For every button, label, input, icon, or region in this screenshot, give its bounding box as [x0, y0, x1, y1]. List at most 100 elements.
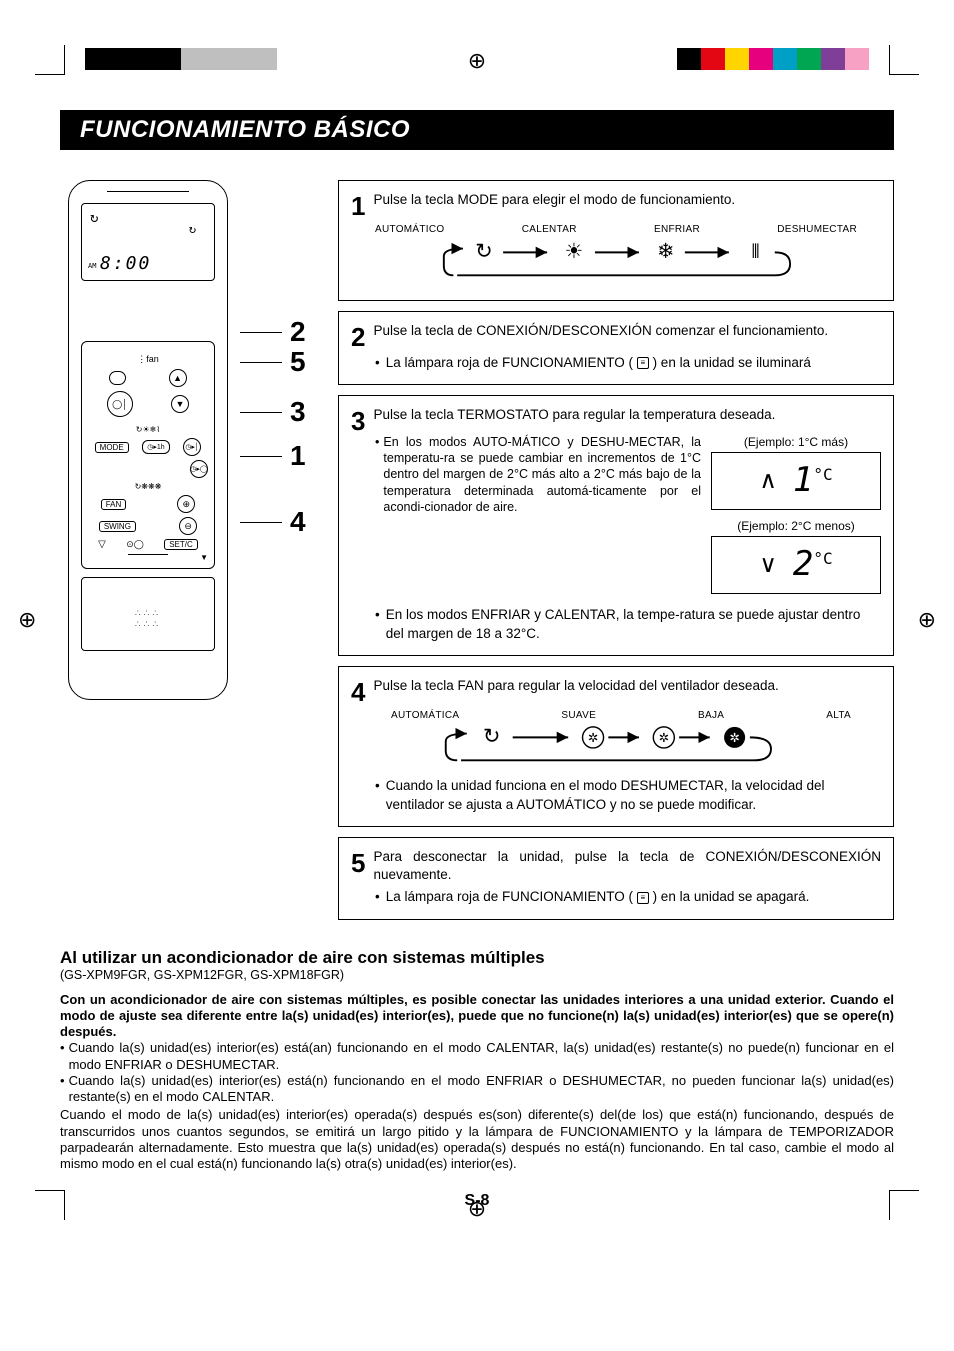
fan-indicator-icon: ⋮fan [137, 354, 159, 365]
step-1-text: Pulse la tecla MODE para elegir el modo … [373, 191, 881, 219]
multi-bullet-1: •Cuando la(s) unidad(es) interior(es) es… [60, 1040, 894, 1073]
content: FUNCIONAMIENTO BÁSICO ↻ ↻ AM 8:00 [60, 110, 894, 1210]
svg-text:⦀: ⦀ [751, 242, 759, 263]
step-1-num: 1 [351, 193, 365, 219]
swing-button: SWING [99, 521, 136, 532]
chevron-up-icon: ∧ [759, 465, 777, 497]
step-2-bullet: • La lámpara roja de FUNCIONAMIENTO ( ≡ … [375, 354, 881, 372]
main-columns: ↻ ↻ AM 8:00 ⋮fan ▲ [60, 180, 894, 930]
minus-button: ⊖ [179, 517, 197, 535]
step-2-num: 2 [351, 324, 365, 350]
timer-1h-button: ◷▸1h [142, 440, 170, 454]
mode-icons: ↻☀❄⌇ [136, 425, 160, 434]
mode-labels: AUTOMÁTICO CALENTAR ENFRIAR DESHUMECTAR [375, 223, 857, 237]
remote-outline: ↻ ↻ AM 8:00 ⋮fan ▲ [68, 180, 228, 700]
registration-mark-icon: ⊕ [468, 48, 486, 74]
step-5-box: 5 Para desconectar la unidad, pulse la t… [338, 837, 894, 920]
set-button: SET/C [164, 539, 198, 550]
crop-mark [35, 1190, 65, 1220]
fan-low-label: BAJA [698, 709, 724, 723]
temp-up-button: ▲ [169, 369, 187, 387]
lamp-icon: ≡ [637, 357, 649, 369]
auto-icon: ↻ [90, 210, 98, 226]
registration-mark-icon: ⊕ [918, 607, 936, 633]
callout-5: 5 [290, 346, 306, 378]
step-4-box: 4 Pulse la tecla FAN para regular la vel… [338, 666, 894, 827]
plus-button: ⊕ [177, 495, 195, 513]
step-4-num: 4 [351, 679, 365, 705]
time-display: 8:00 [100, 253, 151, 274]
mode-cool-label: ENFRIAR [654, 223, 700, 237]
remote-column: ↻ ↻ AM 8:00 ⋮fan ▲ [60, 180, 320, 700]
step-5-num: 5 [351, 850, 365, 884]
color-bar [85, 48, 277, 70]
step-2-box: 2 Pulse la tecla de CONEXIÓN/DESCONEXIÓN… [338, 311, 894, 385]
registration-mark-icon: ⊕ [18, 607, 36, 633]
callout-3: 3 [290, 396, 306, 428]
step-5-text: Para desconectar la unidad, pulse la tec… [373, 848, 881, 884]
mode-auto-label: AUTOMÁTICO [375, 223, 444, 237]
step-4-text: Pulse la tecla FAN para regular la veloc… [373, 677, 881, 705]
step-4-bullet: • Cuando la unidad funciona en el modo D… [375, 777, 881, 813]
remote-screen: ↻ ↻ AM 8:00 [81, 203, 215, 281]
multi-system-intro: Con un acondicionador de aire con sistem… [60, 992, 894, 1041]
crop-mark [889, 1190, 919, 1220]
step-3-detail: •En los modos AUTO-MÁTICO y DESHU-MECTAR… [375, 434, 701, 515]
deg-unit: °C [813, 464, 832, 486]
svg-text:↻: ↻ [483, 725, 501, 748]
swing-icon: ▽ [98, 539, 106, 550]
step-3-text: Pulse la tecla TERMOSTATO para regular l… [373, 406, 881, 434]
mode-dry-label: DESHUMECTAR [777, 223, 857, 237]
fan-speed-pill [109, 371, 126, 385]
model-numbers: (GS-XPM9FGR, GS-XPM12FGR, GS-XPM18FGR) [60, 968, 894, 982]
example-2-value: 2 [793, 542, 813, 588]
svg-text:❄: ❄ [657, 240, 675, 263]
fan-speed-labels: AUTOMÁTICA SUAVE BAJA ALTA [391, 709, 851, 723]
remote-button-panel: ⋮fan ▲ ◯│ ▼ ↻☀❄⌇ [81, 341, 215, 569]
callout-4: 4 [290, 506, 306, 538]
step-3-bullet1: En los modos AUTO-MÁTICO y DESHU-MECTAR,… [383, 434, 701, 515]
mode-button: MODE [95, 442, 129, 453]
step-1-box: 1 Pulse la tecla MODE para elegir el mod… [338, 180, 894, 301]
page-title: FUNCIONAMIENTO BÁSICO [60, 110, 894, 150]
svg-text:✲: ✲ [659, 731, 669, 745]
deg-unit: °C [813, 548, 832, 570]
example-1-box: ∧ 1°C [711, 452, 881, 510]
fan-soft-label: SUAVE [561, 709, 596, 723]
example-2-box: ∨ 2°C [711, 536, 881, 594]
callout-1: 1 [290, 440, 306, 472]
remote-diagram: ↻ ↻ AM 8:00 ⋮fan ▲ [60, 180, 320, 700]
reset-button: ⊙◯ [126, 539, 144, 550]
lamp-icon: ≡ [637, 892, 649, 904]
svg-text:☀: ☀ [564, 240, 583, 263]
fan-auto-label: AUTOMÁTICA [391, 709, 459, 723]
mode-heat-label: CALENTAR [522, 223, 577, 237]
multi-bullet-2: •Cuando la(s) unidad(es) interior(es) es… [60, 1073, 894, 1106]
example-1-label: (Ejemplo: 1°C más) [711, 434, 881, 450]
chevron-down-icon: ∨ [759, 549, 777, 581]
fan-button: FAN [101, 499, 127, 510]
example-2-label: (Ejemplo: 2°C menos) [711, 518, 881, 534]
svg-text:✲: ✲ [588, 731, 598, 745]
temp-down-button: ▼ [171, 395, 189, 413]
clock-icon: ↻ [189, 222, 196, 236]
crop-mark [889, 45, 919, 75]
crop-mark [35, 45, 65, 75]
multi-system-heading: Al utilizar un acondicionador de aire co… [60, 948, 894, 968]
multi-system-para: Cuando el modo de la(s) unidad(es) inter… [60, 1107, 894, 1172]
step-5-bullet: • La lámpara roja de FUNCIONAMIENTO ( ≡ … [375, 888, 881, 906]
fan-high-label: ALTA [826, 709, 851, 723]
timer-off-button: ◷▸◯ [190, 460, 208, 478]
temperature-examples: (Ejemplo: 1°C más) ∧ 1°C (Ejemplo: 2°C m… [711, 434, 881, 602]
step-2-text: Pulse la tecla de CONEXIÓN/DESCONEXIÓN c… [373, 322, 881, 350]
color-bar [677, 48, 869, 70]
step-3-box: 3 Pulse la tecla TERMOSTATO para regular… [338, 395, 894, 656]
example-1-value: 1 [793, 458, 813, 504]
registration-mark-icon: ⊕ [468, 1196, 486, 1222]
mode-flow-diagram: ↻ ☀ ❄ ⦀ [375, 239, 857, 288]
fan-flow-diagram: ↻ ✲ ✲ ✲ [375, 724, 857, 773]
svg-text:✲: ✲ [729, 731, 739, 745]
am-label: AM [88, 262, 96, 270]
page: ⊕ ⊕ ⊕ ⊕ FUNCIONAMIENTO BÁSICO ↻ ↻ AM 8:0… [0, 0, 954, 1240]
timer-on-button: ◷▸│ [183, 438, 201, 456]
